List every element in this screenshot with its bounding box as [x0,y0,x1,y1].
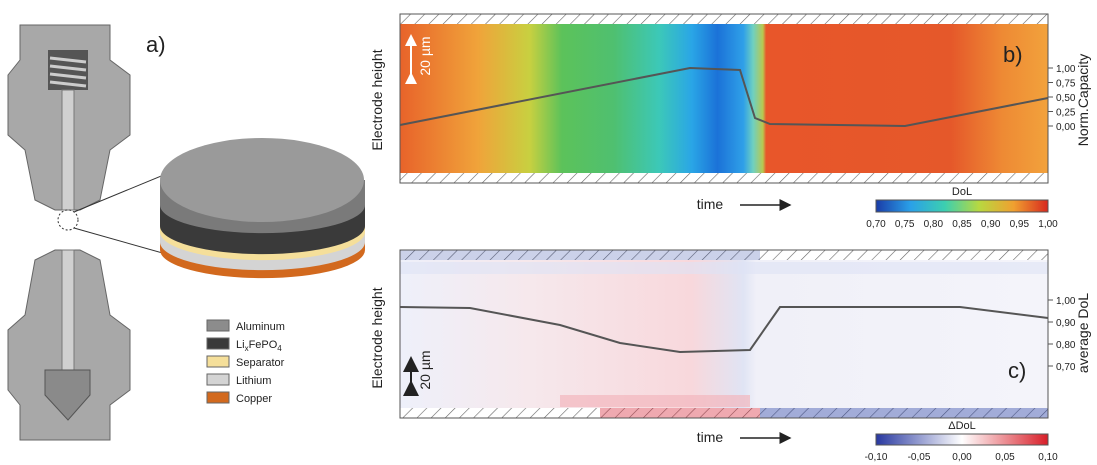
right-axis-label: average DoL [1075,293,1091,373]
legend-swatch [207,338,229,349]
y-label: Electrode height [369,49,385,150]
tick-label: 0,75 [1056,79,1076,90]
colorbar-tick-label: 0,95 [1010,219,1030,230]
panel-label: a) [146,32,166,57]
tick-label: 0,50 [1056,93,1076,104]
scale-label: 20 µm [417,36,433,75]
legend-swatch [207,320,229,331]
colorbar-tick-label: -0,05 [908,452,931,463]
colorbar-tick-label: 0,70 [866,219,886,230]
tick-label: 1,00 [1056,64,1076,75]
tick-label: 0,70 [1056,362,1076,373]
colorbar [876,434,1048,445]
colorbar-tick-label: 0,05 [995,452,1015,463]
legend-swatch [207,374,229,385]
device-drawing [8,25,365,440]
colorbar-title: DoL [952,186,972,198]
hatch-shade [600,408,760,418]
colorbar-tick-label: 0,85 [952,219,972,230]
x-label: time [697,429,724,445]
legend-label: Lithium [236,375,271,387]
right-axis-label: Norm.Capacity [1075,54,1091,147]
legend-label: Aluminum [236,321,285,333]
legend-label-part: 4 [277,344,282,353]
tick-label: 0,80 [1056,340,1076,351]
legend-swatch [207,356,229,367]
figure: a) Aluminum LixFePO4 Separator Lithium Coppe… [0,0,1097,465]
legend-label: Separator [236,357,285,369]
legend-label-part: Li [236,339,245,351]
colorbar-tick-label: -0,10 [865,452,888,463]
x-label: time [697,196,724,212]
legend-swatch [207,392,229,403]
legend-label: LixFePO4 [236,339,282,353]
panel-label: c) [1008,358,1026,383]
colorbar-tick-label: 0,10 [1038,452,1058,463]
heat-band [560,395,750,407]
y-label: Electrode height [369,287,385,388]
colorbar [876,200,1048,212]
hatch [400,14,1048,24]
hatch [400,173,1048,183]
hatch-shade [400,250,760,260]
scale-label: 20 µm [417,350,433,389]
panel-label: b) [1003,42,1023,67]
legend: Aluminum LixFePO4 Separator Lithium Copper [207,320,285,405]
tick-label: 1,00 [1056,296,1076,307]
heatmap [400,250,1048,418]
legend-label-part: FePO [249,339,278,351]
heat-band [400,262,1048,274]
colorbar-tick-label: 0,80 [924,219,944,230]
colorbar-tick-label: 1,00 [1038,219,1058,230]
colorbar-title: ΔDoL [948,420,976,432]
tick-label: 0,25 [1056,108,1076,119]
legend-label: Copper [236,393,272,405]
heatmap [400,14,1048,183]
tick-label: 0,90 [1056,318,1076,329]
hatch-shade [760,408,1048,418]
tick-label: 0,00 [1056,122,1076,133]
colorbar-tick-label: 0,00 [952,452,972,463]
colorbar-tick-label: 0,90 [981,219,1001,230]
colorbar-tick-label: 0,75 [895,219,915,230]
